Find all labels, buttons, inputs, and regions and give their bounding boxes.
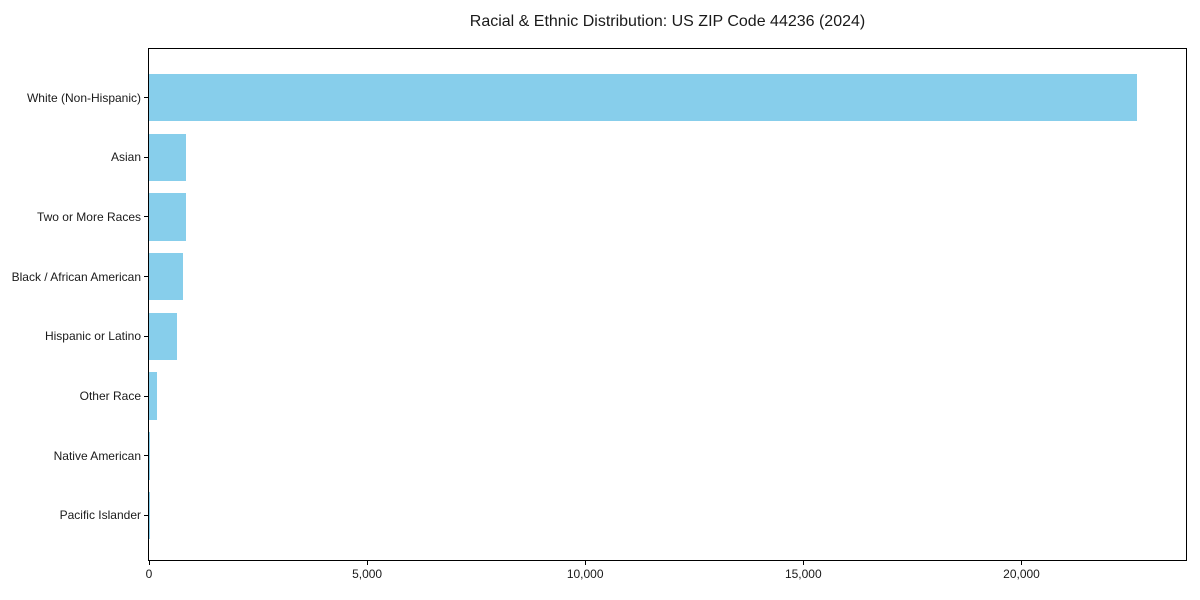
y-tick-label: Asian: [110, 150, 141, 165]
bar: [149, 372, 157, 420]
y-tick-mark: [144, 455, 148, 457]
x-tick-label: 10,000: [566, 567, 604, 581]
bar: [149, 312, 178, 361]
y-tick-mark: [144, 335, 148, 337]
y-tick-mark: [144, 216, 148, 218]
x-tick-label: 0: [145, 567, 153, 581]
y-tick-label: Black / African American: [11, 269, 141, 284]
y-tick-mark: [144, 395, 148, 397]
y-tick-mark: [144, 97, 148, 98]
y-tick-label: White (Non-Hispanic): [26, 90, 141, 105]
y-tick-label: Two or More Races: [36, 209, 141, 224]
x-tick-mark: [148, 561, 150, 565]
x-tick-mark: [802, 561, 804, 565]
chart-title: Racial & Ethnic Distribution: US ZIP Cod…: [469, 13, 866, 30]
bar: [149, 252, 184, 301]
bar: [149, 73, 1137, 122]
y-tick-mark: [144, 514, 148, 516]
y-tick-label: Native American: [53, 448, 141, 463]
plot-area: White (Non-Hispanic) Asian Two or More Rac…: [12, 48, 1187, 581]
y-tick-mark: [144, 276, 148, 278]
y-tick-label: Pacific Islander: [59, 508, 141, 523]
y-tick-label: Other Race: [79, 389, 141, 403]
x-tick-mark: [1021, 561, 1022, 565]
x-tick-label: 20,000: [1003, 567, 1040, 581]
bar: [149, 432, 150, 480]
x-tick-label: 5,000: [352, 567, 383, 581]
x-tick-mark: [366, 561, 368, 565]
bar: [149, 193, 187, 241]
y-tick-mark: [144, 156, 148, 158]
x-tick-label: 15,000: [784, 567, 822, 581]
y-tick-label: Hispanic or Latino: [44, 329, 141, 344]
bar: [149, 133, 187, 181]
x-tick-mark: [584, 561, 586, 565]
